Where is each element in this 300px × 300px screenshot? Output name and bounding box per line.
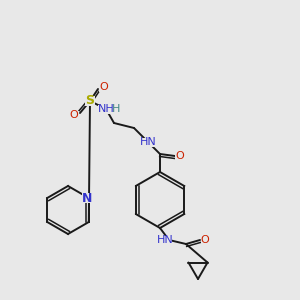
Text: O: O xyxy=(70,110,78,120)
Bar xyxy=(201,236,209,244)
Text: O: O xyxy=(176,151,184,161)
Text: HN: HN xyxy=(157,235,173,245)
Bar xyxy=(98,104,114,113)
Bar xyxy=(112,104,121,113)
Text: NH: NH xyxy=(98,104,114,114)
Text: S: S xyxy=(85,94,94,107)
Bar xyxy=(69,110,79,119)
Text: O: O xyxy=(201,235,209,245)
Bar xyxy=(158,236,172,244)
Bar xyxy=(140,137,156,146)
Bar xyxy=(82,193,92,203)
Text: N: N xyxy=(82,191,92,205)
Bar xyxy=(175,152,185,160)
Text: HN: HN xyxy=(140,137,156,147)
Bar xyxy=(99,82,109,91)
Bar xyxy=(85,96,95,106)
Text: H: H xyxy=(112,104,120,114)
Text: O: O xyxy=(100,82,108,92)
